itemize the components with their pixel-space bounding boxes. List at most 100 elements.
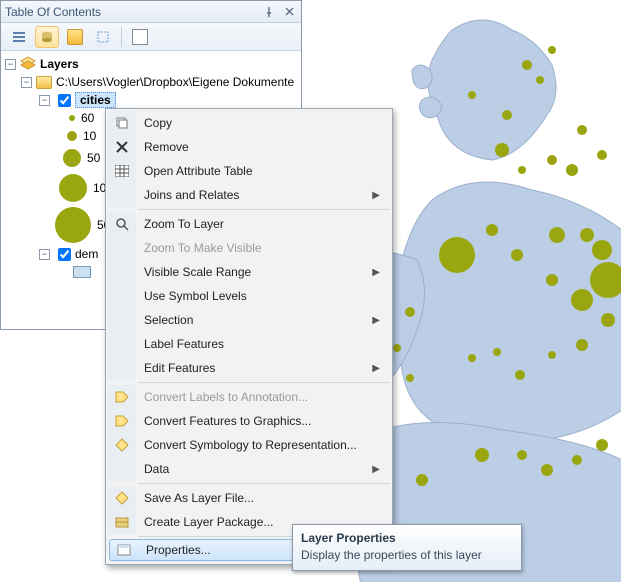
menu-item[interactable]: Open Attribute Table	[108, 159, 390, 183]
submenu-arrow-icon: ▶	[372, 315, 380, 326]
menu-item[interactable]: Label Features	[108, 332, 390, 356]
expander-icon[interactable]: −	[39, 249, 50, 260]
city-marker	[468, 354, 476, 362]
menu-item-label: Copy	[144, 116, 380, 130]
box-icon	[108, 510, 136, 534]
zoom-icon	[108, 212, 136, 236]
city-marker	[522, 60, 532, 70]
menu-item-label: Edit Features	[144, 361, 372, 375]
tooltip-title: Layer Properties	[301, 531, 513, 545]
city-marker	[439, 237, 475, 273]
city-marker	[580, 228, 594, 242]
pin-icon[interactable]	[261, 4, 277, 20]
list-by-selection-icon[interactable]	[91, 26, 115, 48]
menu-item[interactable]: Convert Symbology to Representation...	[108, 433, 390, 457]
menu-item-label: Zoom To Make Visible	[144, 241, 380, 255]
city-marker	[502, 110, 512, 120]
diamond-icon	[108, 486, 136, 510]
menu-item: Convert Labels to Annotation...	[108, 385, 390, 409]
submenu-arrow-icon: ▶	[372, 464, 380, 475]
menu-item[interactable]: Use Symbol Levels	[108, 284, 390, 308]
props-icon	[110, 538, 138, 562]
list-by-source-icon[interactable]	[35, 26, 59, 48]
blank-icon	[108, 457, 136, 481]
city-marker	[572, 455, 582, 465]
city-marker	[601, 313, 615, 327]
blank-icon	[108, 183, 136, 207]
menu-item-label: Selection	[144, 313, 372, 327]
source-path: C:\Users\Vogler\Dropbox\Eigene Dokumente	[56, 75, 294, 89]
list-by-visibility-icon[interactable]	[63, 26, 87, 48]
menu-item-label: Convert Labels to Annotation...	[144, 390, 380, 404]
layer-visibility-checkbox[interactable]	[58, 248, 71, 261]
menu-item-label: Remove	[144, 140, 380, 154]
menu-item[interactable]: Zoom To Layer	[108, 212, 390, 236]
city-marker	[405, 307, 415, 317]
city-marker	[596, 439, 608, 451]
menu-item[interactable]: Visible Scale Range▶	[108, 260, 390, 284]
city-marker	[597, 150, 607, 160]
blank-icon	[108, 308, 136, 332]
menu-item[interactable]: Edit Features▶	[108, 356, 390, 380]
menu-item[interactable]: Selection▶	[108, 308, 390, 332]
city-marker	[493, 348, 501, 356]
city-marker	[475, 448, 489, 462]
menu-item-label: Zoom To Layer	[144, 217, 380, 231]
tooltip-body: Display the properties of this layer	[301, 548, 513, 562]
blank-icon	[108, 332, 136, 356]
menu-item-label: Save As Layer File...	[144, 491, 380, 505]
menu-item-label: Convert Features to Graphics...	[144, 414, 380, 428]
expander-icon[interactable]: −	[5, 59, 16, 70]
menu-item-label: Open Attribute Table	[144, 164, 380, 178]
submenu-arrow-icon: ▶	[372, 267, 380, 278]
blank-icon	[108, 284, 136, 308]
city-marker	[577, 125, 587, 135]
city-marker	[518, 166, 526, 174]
menu-item[interactable]: Data▶	[108, 457, 390, 481]
blank-icon	[108, 260, 136, 284]
menu-item[interactable]: Save As Layer File...	[108, 486, 390, 510]
layers-root-label: Layers	[40, 57, 79, 71]
remove-icon	[108, 135, 136, 159]
city-marker	[406, 374, 414, 382]
layer-visibility-checkbox[interactable]	[58, 94, 71, 107]
toc-toolbar	[1, 23, 301, 51]
list-by-drawing-order-icon[interactable]	[7, 26, 31, 48]
table-icon	[108, 159, 136, 183]
expander-icon[interactable]: −	[39, 95, 50, 106]
city-marker	[515, 370, 525, 380]
menu-item-label: Visible Scale Range	[144, 265, 372, 279]
city-marker	[468, 91, 476, 99]
panel-title: Table Of Contents	[5, 5, 101, 19]
city-marker	[517, 450, 527, 460]
layer-cities[interactable]: cities	[75, 92, 116, 108]
menu-item-label: Joins and Relates	[144, 188, 372, 202]
submenu-arrow-icon: ▶	[372, 363, 380, 374]
diamond-icon	[108, 433, 136, 457]
options-icon[interactable]	[128, 26, 152, 48]
symbol-value: 60	[81, 111, 94, 125]
menu-item[interactable]: Remove	[108, 135, 390, 159]
city-marker	[549, 227, 565, 243]
blank-icon	[108, 236, 136, 260]
city-marker	[548, 46, 556, 54]
submenu-arrow-icon: ▶	[372, 190, 380, 201]
symbol-value: 50	[87, 151, 100, 165]
copy-icon	[108, 111, 136, 135]
tag-icon	[108, 385, 136, 409]
city-marker	[541, 464, 553, 476]
menu-item[interactable]: Convert Features to Graphics...	[108, 409, 390, 433]
close-icon[interactable]	[281, 4, 297, 20]
city-marker	[393, 344, 401, 352]
city-marker	[511, 249, 523, 261]
city-marker	[547, 155, 557, 165]
layer-dem[interactable]: dem	[75, 247, 98, 261]
menu-item[interactable]: Joins and Relates▶	[108, 183, 390, 207]
symbol-value: 10	[83, 129, 96, 143]
menu-item-label: Convert Symbology to Representation...	[144, 438, 380, 452]
layer-context-menu[interactable]: Copy Remove Open Attribute Table Joins and …	[105, 108, 393, 565]
menu-item[interactable]: Copy	[108, 111, 390, 135]
city-marker	[592, 240, 612, 260]
city-marker	[571, 289, 593, 311]
expander-icon[interactable]: −	[21, 77, 32, 88]
